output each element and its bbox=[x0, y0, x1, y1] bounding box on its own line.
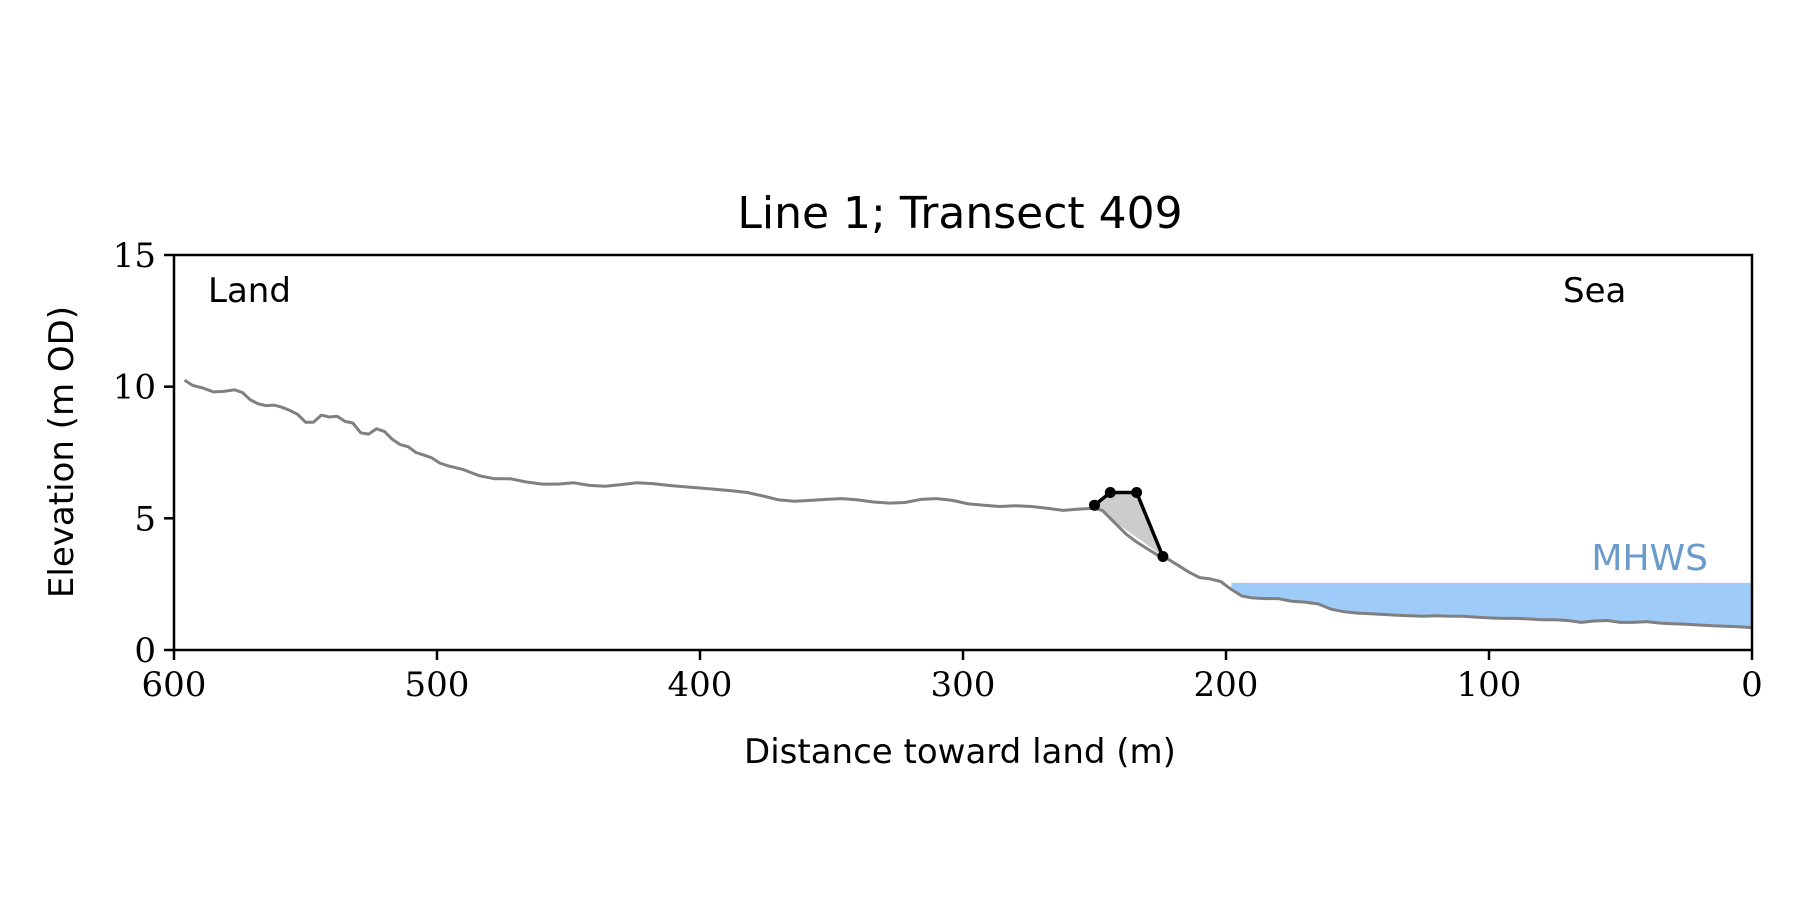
mhws-band bbox=[1231, 582, 1752, 628]
x-tick-label: 100 bbox=[1457, 665, 1522, 705]
x-tick-label: 0 bbox=[1741, 665, 1763, 705]
feature-line bbox=[1093, 490, 1165, 558]
mhws-label: MHWS bbox=[1591, 538, 1708, 579]
plot-area: MHWS bbox=[183, 378, 1753, 630]
y-tick-label: 0 bbox=[134, 631, 156, 671]
feature-point bbox=[1104, 487, 1116, 498]
feature-point bbox=[1131, 487, 1143, 498]
profile-line bbox=[183, 378, 1753, 630]
y-axis: 0 5 10 15 bbox=[113, 236, 174, 671]
x-axis: 600 500 400 300 200 100 0 bbox=[142, 650, 1763, 705]
feature-point bbox=[1089, 499, 1100, 511]
land-label: Land bbox=[208, 271, 291, 311]
x-tick-label: 500 bbox=[405, 665, 470, 705]
x-tick-label: 400 bbox=[668, 665, 733, 705]
feature-fill bbox=[1094, 492, 1163, 557]
chart-title: Line 1; Transect 409 bbox=[737, 188, 1182, 239]
x-axis-label: Distance toward land (m) bbox=[744, 732, 1176, 772]
y-axis-label: Elevation (m OD) bbox=[42, 306, 82, 598]
feature-point bbox=[1157, 551, 1169, 562]
x-tick-label: 200 bbox=[1194, 665, 1259, 705]
y-tick-label: 10 bbox=[113, 368, 156, 408]
sea-label: Sea bbox=[1563, 271, 1626, 311]
x-tick-label: 300 bbox=[931, 665, 996, 705]
x-tick-label: 600 bbox=[142, 665, 207, 705]
y-tick-label: 5 bbox=[134, 499, 156, 539]
y-tick-label: 15 bbox=[113, 236, 156, 276]
